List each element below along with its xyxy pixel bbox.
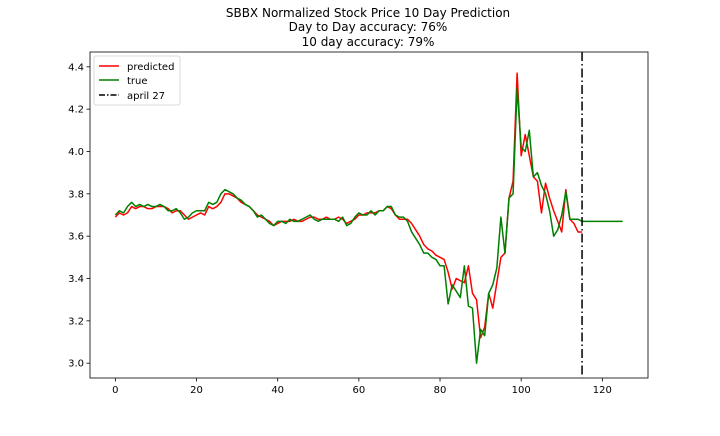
y-tick-label: 4.2 bbox=[68, 105, 84, 116]
x-tick-label: 100 bbox=[512, 385, 531, 396]
x-tick-label: 80 bbox=[434, 385, 447, 396]
y-tick-label: 3.0 bbox=[68, 359, 84, 370]
legend-box bbox=[93, 55, 181, 106]
chart-title-line-1: SBBX Normalized Stock Price 10 Day Predi… bbox=[226, 6, 510, 20]
legend-label-predicted: predicted bbox=[127, 62, 174, 73]
legend-label-true: true bbox=[127, 76, 148, 87]
y-tick-label: 3.6 bbox=[68, 232, 84, 243]
x-tick-label: 20 bbox=[190, 385, 203, 396]
y-tick-label: 3.4 bbox=[68, 274, 84, 285]
x-tick-label: 120 bbox=[593, 385, 612, 396]
y-tick-label: 4.0 bbox=[68, 147, 84, 158]
y-tick-label: 3.2 bbox=[68, 316, 84, 327]
x-axis: 0 20 40 60 80 100 120 bbox=[112, 378, 612, 396]
legend-label-april-27: april 27 bbox=[127, 91, 165, 102]
y-tick-label: 3.8 bbox=[68, 189, 84, 200]
chart-title-line-2: Day to Day accuracy: 76% bbox=[289, 20, 448, 34]
legend: predicted true april 27 bbox=[93, 55, 181, 106]
x-tick-label: 60 bbox=[352, 385, 365, 396]
series-line-true bbox=[114, 87, 623, 364]
chart-title-line-3: 10 day accuracy: 79% bbox=[302, 35, 435, 49]
series-layer bbox=[114, 72, 623, 364]
y-tick-label: 4.4 bbox=[68, 62, 84, 73]
series-line-predicted bbox=[114, 72, 583, 339]
y-axis: 3.0 3.2 3.4 3.6 3.8 4.0 4.2 4.4 bbox=[68, 62, 90, 370]
x-tick-label: 40 bbox=[271, 385, 284, 396]
x-tick-label: 0 bbox=[112, 385, 118, 396]
